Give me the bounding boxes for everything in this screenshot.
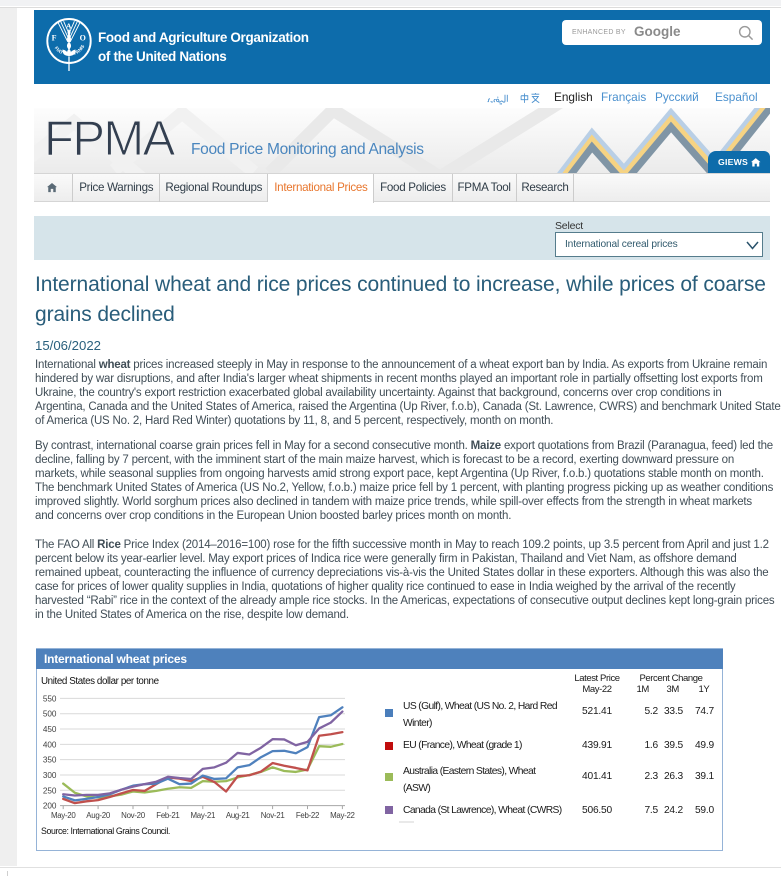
svg-text:A: A [66,21,72,30]
svg-text:550: 550 [43,694,57,703]
svg-text:450: 450 [43,725,57,734]
svg-text:O: O [80,34,86,43]
svg-text:500: 500 [43,710,57,719]
svg-text:Feb-21: Feb-21 [156,811,179,820]
svg-text:Nov-21: Nov-21 [261,811,285,820]
svg-text:Feb-22: Feb-22 [296,811,319,820]
svg-text:PANIS: PANIS [73,44,85,56]
svg-text:May-22: May-22 [330,811,355,820]
svg-text:May-21: May-21 [191,811,216,820]
svg-text:300: 300 [43,771,57,780]
svg-text:Nov-20: Nov-20 [121,811,146,820]
svg-text:400: 400 [43,740,57,749]
svg-text:Aug-21: Aug-21 [226,811,250,820]
svg-text:F: F [52,34,57,43]
svg-text:350: 350 [43,756,57,765]
svg-text:May-20: May-20 [51,811,76,820]
svg-text:250: 250 [43,786,57,795]
svg-text:FIAT: FIAT [54,46,64,56]
svg-text:Aug-20: Aug-20 [86,811,111,820]
svg-text:200: 200 [43,802,57,811]
